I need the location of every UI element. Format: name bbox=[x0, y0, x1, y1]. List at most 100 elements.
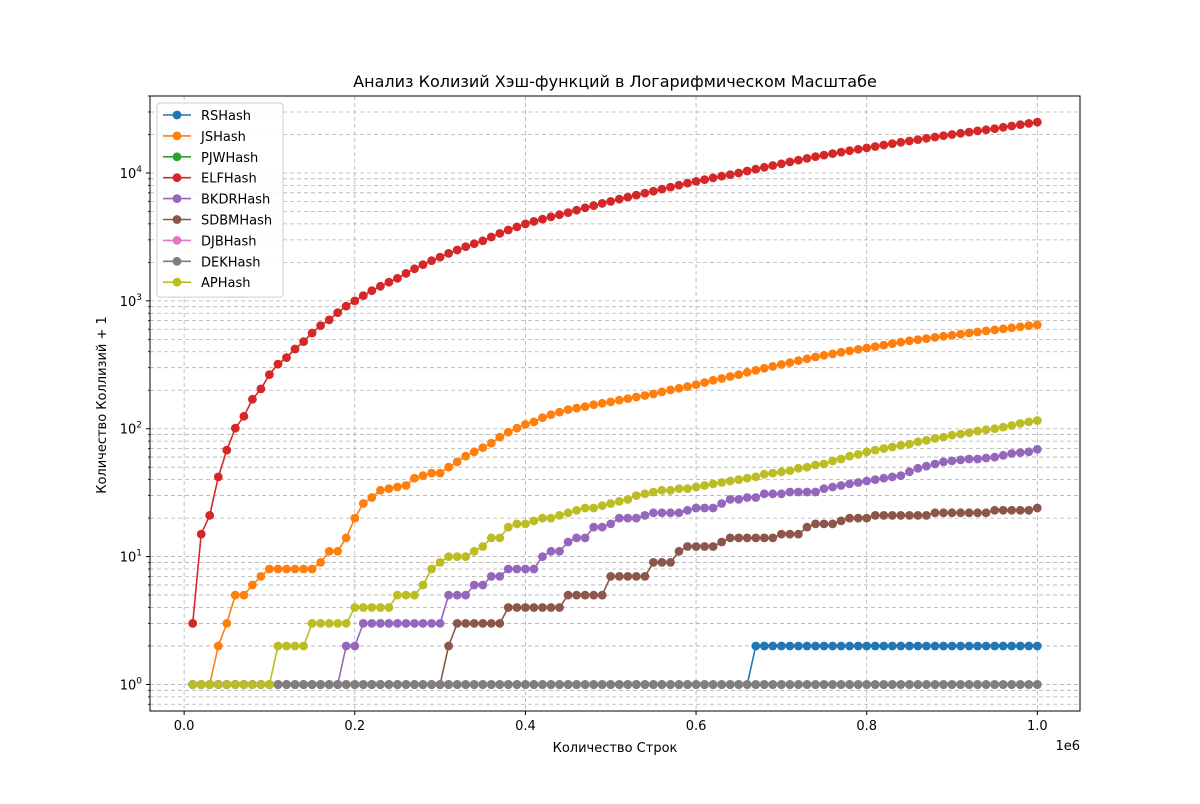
data-point bbox=[410, 590, 419, 600]
data-point bbox=[341, 680, 351, 689]
data-point bbox=[811, 460, 820, 470]
data-point bbox=[742, 473, 752, 483]
legend-label: JSHash bbox=[200, 130, 246, 145]
data-point bbox=[879, 340, 889, 350]
data-point bbox=[717, 680, 727, 689]
data-point bbox=[1024, 505, 1034, 515]
legend-item-aphash: APHash bbox=[163, 276, 251, 291]
data-point bbox=[282, 641, 291, 651]
data-point bbox=[751, 472, 761, 482]
data-point bbox=[384, 680, 394, 689]
data-point bbox=[700, 680, 709, 689]
data-point bbox=[572, 533, 581, 543]
data-point bbox=[794, 356, 803, 365]
legend-label: ELFHash bbox=[201, 172, 257, 187]
legend-label: DEKHash bbox=[201, 255, 261, 270]
data-point bbox=[623, 572, 633, 581]
data-point bbox=[597, 199, 607, 208]
data-point bbox=[1024, 680, 1034, 689]
data-point bbox=[572, 680, 581, 689]
data-point bbox=[521, 519, 530, 529]
data-point bbox=[785, 358, 795, 367]
data-point bbox=[478, 680, 488, 689]
legend-item-bkdrhash: BKDRHash bbox=[163, 193, 270, 208]
data-point bbox=[529, 603, 539, 612]
data-point bbox=[1007, 449, 1017, 458]
data-point bbox=[282, 353, 291, 362]
data-point bbox=[589, 590, 599, 600]
data-point bbox=[998, 505, 1008, 515]
data-point bbox=[777, 467, 786, 477]
data-point bbox=[273, 359, 283, 369]
data-point bbox=[836, 347, 846, 357]
data-point bbox=[691, 177, 701, 186]
data-point bbox=[973, 454, 982, 464]
data-point bbox=[469, 447, 479, 457]
data-point bbox=[631, 513, 641, 523]
legend-marker bbox=[172, 173, 182, 183]
data-point bbox=[759, 363, 769, 373]
data-point bbox=[213, 472, 223, 482]
data-point bbox=[828, 149, 837, 159]
y-tick-label: 104 bbox=[120, 165, 143, 182]
data-point bbox=[964, 680, 974, 689]
data-point bbox=[333, 308, 343, 317]
data-point bbox=[401, 619, 411, 628]
data-point bbox=[973, 641, 982, 651]
data-point bbox=[768, 641, 778, 651]
data-point bbox=[529, 217, 539, 226]
data-point bbox=[597, 680, 607, 689]
data-point bbox=[282, 564, 291, 574]
data-point bbox=[768, 680, 778, 689]
data-point bbox=[478, 443, 488, 453]
data-point bbox=[461, 242, 471, 252]
data-point bbox=[631, 392, 641, 402]
data-point bbox=[273, 641, 283, 651]
data-point bbox=[358, 603, 368, 612]
data-point bbox=[384, 484, 394, 493]
data-point bbox=[819, 519, 829, 529]
data-point bbox=[282, 680, 291, 689]
data-point bbox=[717, 499, 727, 508]
data-point bbox=[640, 489, 650, 499]
data-point bbox=[683, 505, 692, 515]
data-point bbox=[939, 432, 948, 442]
data-point bbox=[367, 619, 377, 628]
data-point bbox=[683, 542, 692, 551]
data-point bbox=[1015, 448, 1025, 457]
data-point bbox=[922, 680, 931, 689]
data-point bbox=[631, 680, 641, 689]
data-point bbox=[879, 641, 889, 651]
data-point bbox=[657, 387, 667, 397]
data-point bbox=[1032, 117, 1042, 127]
data-point bbox=[546, 212, 556, 222]
data-point bbox=[521, 680, 530, 689]
data-point bbox=[521, 219, 530, 229]
data-point bbox=[358, 291, 368, 300]
data-point bbox=[427, 680, 436, 689]
legend-item-pjwhash: PJWHash bbox=[163, 151, 258, 166]
data-point bbox=[785, 680, 795, 689]
data-point bbox=[785, 487, 795, 497]
data-point bbox=[265, 564, 274, 574]
data-point bbox=[853, 641, 863, 651]
data-point bbox=[444, 641, 453, 651]
data-point bbox=[401, 590, 411, 600]
data-point bbox=[1007, 323, 1017, 333]
data-point bbox=[819, 484, 829, 493]
data-point bbox=[572, 505, 581, 515]
data-point bbox=[461, 590, 471, 600]
data-point bbox=[435, 619, 445, 628]
legend-marker bbox=[172, 256, 182, 266]
data-point bbox=[887, 641, 897, 651]
data-point bbox=[580, 680, 590, 689]
data-point bbox=[256, 680, 266, 689]
data-point bbox=[717, 478, 727, 487]
data-point bbox=[964, 428, 974, 438]
data-point bbox=[742, 367, 752, 377]
data-point bbox=[896, 641, 906, 651]
data-point bbox=[376, 680, 385, 689]
data-point bbox=[1007, 680, 1017, 689]
data-point bbox=[922, 436, 931, 445]
data-point bbox=[725, 495, 735, 504]
